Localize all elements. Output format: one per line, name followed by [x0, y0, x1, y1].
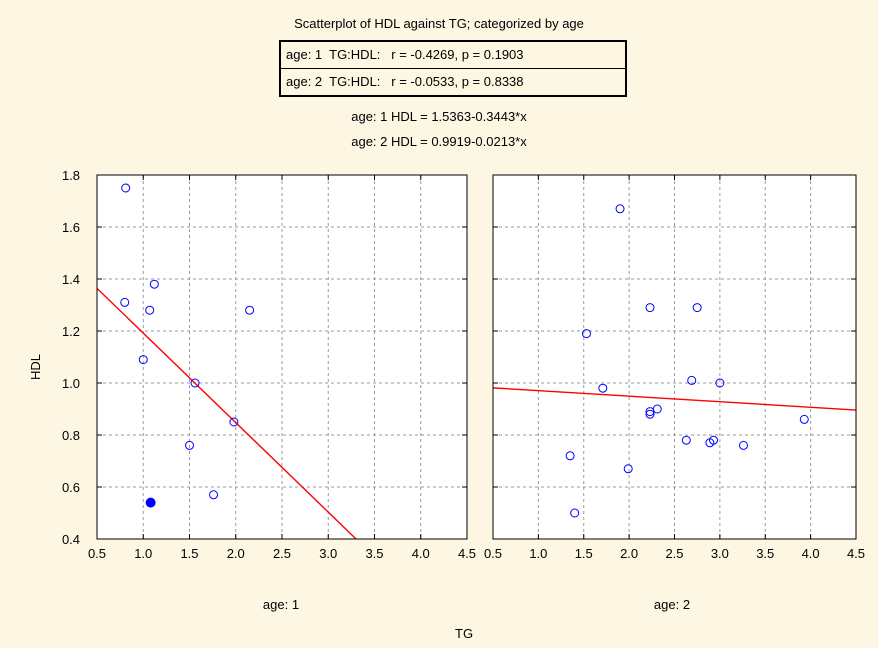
regression-equation-age-2: age: 2 HDL = 0.9919-0.0213*x	[351, 134, 527, 149]
regression-equation-age-1: age: 1 HDL = 1.5363-0.3443*x	[351, 109, 527, 124]
x-tick-label: 4.0	[802, 546, 820, 561]
x-tick-label: 2.5	[665, 546, 683, 561]
correlation-stats-box: age: 1 TG:HDL: r = -0.4269, p = 0.1903 a…	[279, 40, 627, 97]
y-tick-label: 1.4	[62, 272, 80, 287]
y-axis-title: HDL	[28, 353, 43, 380]
x-tick-label: 0.5	[88, 546, 106, 561]
data-point	[229, 417, 239, 427]
regression-line-panel-1	[97, 287, 358, 539]
data-point	[645, 303, 655, 313]
data-point	[570, 508, 580, 518]
data-point	[209, 490, 219, 500]
data-point	[687, 375, 697, 385]
x-tick-label: 1.5	[180, 546, 198, 561]
y-tick-label: 0.4	[62, 532, 80, 547]
data-point	[645, 409, 655, 419]
data-point	[681, 435, 691, 445]
data-point	[623, 464, 633, 474]
x-tick-label: 4.0	[412, 546, 430, 561]
y-tick-label: 1.0	[62, 376, 80, 391]
stats-row-age-2: age: 2 TG:HDL: r = -0.0533, p = 0.8338	[281, 68, 625, 95]
y-tick-label: 0.6	[62, 480, 80, 495]
y-tick-label: 1.6	[62, 220, 80, 235]
x-tick-label: 3.0	[711, 546, 729, 561]
data-point	[715, 378, 725, 388]
data-point	[692, 303, 702, 313]
x-tick-label: 3.5	[365, 546, 383, 561]
data-point	[149, 279, 159, 289]
data-point	[799, 414, 809, 424]
y-tick-label: 1.8	[62, 168, 80, 183]
data-point	[120, 297, 130, 307]
data-point	[565, 451, 575, 461]
data-point	[738, 440, 748, 450]
regression-line-panel-2	[493, 387, 856, 411]
x-tick-label: 3.0	[319, 546, 337, 561]
data-point	[581, 329, 591, 339]
x-axis-title: TG	[455, 626, 474, 641]
y-tick-label: 1.2	[62, 324, 80, 339]
data-point	[185, 440, 194, 450]
data-point	[598, 383, 608, 393]
x-tick-label: 2.0	[227, 546, 245, 561]
x-tick-label: 2.0	[620, 546, 638, 561]
x-tick-label: 0.5	[484, 546, 502, 561]
x-tick-label: 1.0	[134, 546, 152, 561]
data-point	[138, 355, 148, 365]
data-point	[145, 497, 156, 508]
x-tick-label: 4.5	[847, 546, 865, 561]
data-point	[245, 305, 255, 315]
panel-label-age-1: age: 1	[262, 597, 300, 612]
x-tick-label: 4.5	[458, 546, 476, 561]
y-tick-label: 0.8	[62, 428, 80, 443]
x-tick-label: 1.0	[529, 546, 547, 561]
data-point	[652, 404, 662, 414]
data-point	[615, 204, 625, 214]
x-tick-label: 3.5	[756, 546, 774, 561]
x-tick-label: 1.5	[575, 546, 593, 561]
data-point	[121, 183, 131, 193]
stats-row-age-1: age: 1 TG:HDL: r = -0.4269, p = 0.1903	[286, 47, 524, 62]
data-point	[709, 435, 719, 445]
x-tick-label: 2.5	[273, 546, 291, 561]
data-point	[145, 305, 155, 315]
panel-label-age-2: age: 2	[653, 597, 691, 612]
data-point	[190, 378, 200, 388]
chart-title: Scatterplot of HDL against TG; categoriz…	[294, 16, 584, 31]
